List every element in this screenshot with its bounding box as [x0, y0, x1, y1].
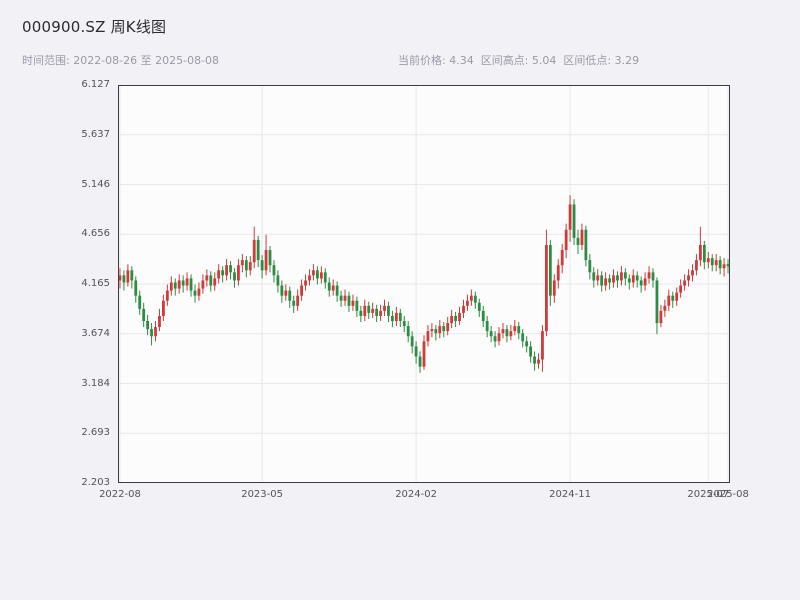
x-tick-label: 2024-02	[395, 489, 437, 500]
y-tick-label: 5.146	[81, 178, 110, 190]
y-tick-label: 5.637	[81, 128, 110, 140]
y-tick-label: 4.656	[81, 228, 110, 240]
x-tick-label: 2025-08	[707, 489, 749, 500]
x-tick-label: 2022-08	[99, 489, 141, 500]
y-tick-label: 6.127	[81, 79, 110, 90]
date-range-subtitle: 时间范围: 2022-08-26 至 2025-08-08	[22, 54, 220, 67]
x-tick-label: 2023-05	[241, 489, 283, 500]
y-tick-label: 2.203	[81, 477, 110, 488]
x-tick-label: 2025-07	[687, 489, 730, 500]
x-tick-label: 2024-11	[549, 489, 591, 500]
page-title: 000900.SZ 周K线图	[22, 18, 167, 36]
price-stats-subtitle: 当前价格: 4.34 区间高点: 5.04 区间低点: 3.29	[398, 54, 640, 67]
kline-chart-plot	[118, 85, 730, 483]
y-tick-label: 3.184	[81, 377, 110, 389]
candlestick-svg	[118, 85, 730, 483]
y-tick-label: 3.674	[81, 327, 110, 339]
y-tick-label: 2.693	[81, 427, 110, 439]
y-tick-label: 4.165	[81, 278, 110, 289]
